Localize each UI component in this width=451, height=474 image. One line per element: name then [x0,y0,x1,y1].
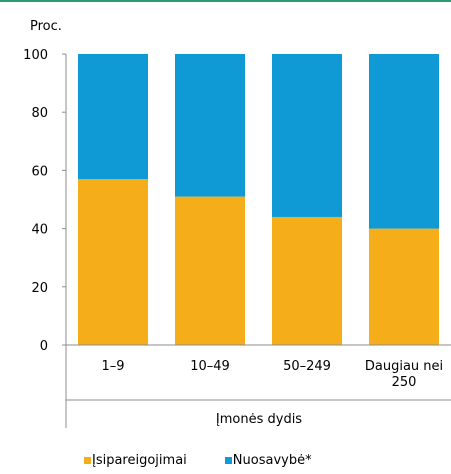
x-axis-title: Įmonės dydis [216,412,302,427]
top-rule [0,0,451,2]
y-tick-label: 0 [40,339,48,354]
bar-isipareigojimai-0 [78,179,148,345]
y-tick-label: 40 [31,223,48,238]
bar-nuosavybe-2 [272,54,342,217]
x-tick-label: 50–249 [283,359,331,374]
x-tick-label: Daugiau nei [365,359,443,374]
bar-nuosavybe-3 [369,54,439,229]
legend-label-1: Nuosavybė* [232,453,312,468]
bars [78,54,439,345]
y-tick-label: 60 [31,164,48,179]
bar-nuosavybe-1 [175,54,245,197]
legend-swatch-1 [224,457,232,464]
y-axis-ticks: 0 20 40 60 80 100 [23,48,66,354]
y-axis-title: Proc. [30,19,62,34]
legend-label-0: Įsipareigojimai [92,453,187,468]
x-tick-label: 1–9 [101,359,124,374]
bar-isipareigojimai-2 [272,216,342,345]
x-tick-label: 250 [392,375,417,390]
legend-item-1: Nuosavybė* [224,453,312,468]
y-tick-label: 20 [31,281,48,296]
bar-isipareigojimai-3 [369,228,439,345]
y-tick-label: 100 [23,48,48,63]
bar-isipareigojimai-1 [175,196,245,345]
bar-nuosavybe-0 [78,54,148,180]
y-tick-label: 80 [31,106,48,121]
legend-item-0: Įsipareigojimai [84,453,187,468]
legend-swatch-0 [84,457,91,464]
legend: Įsipareigojimai Nuosavybė* [84,453,312,468]
x-tick-label: 10–49 [190,359,230,374]
